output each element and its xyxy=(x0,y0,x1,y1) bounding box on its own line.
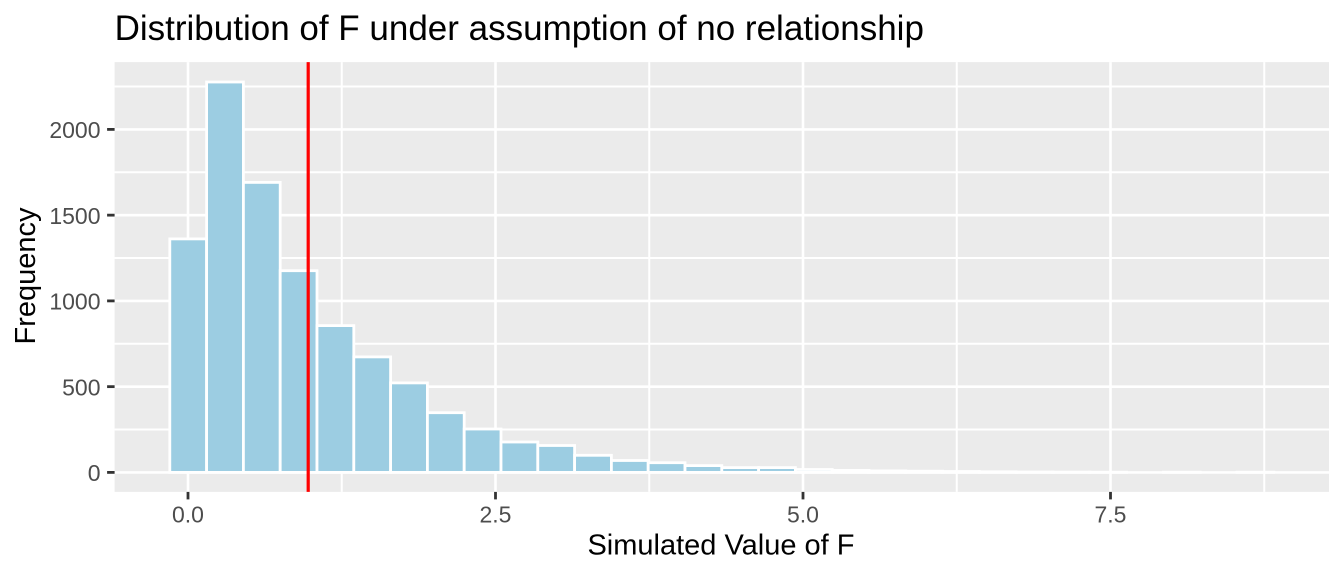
svg-text:1500: 1500 xyxy=(49,203,100,229)
svg-text:Distribution of F under assump: Distribution of F under assumption of no… xyxy=(115,9,924,48)
svg-text:0: 0 xyxy=(88,460,101,486)
svg-text:1000: 1000 xyxy=(49,289,100,315)
svg-text:Simulated Value of F: Simulated Value of F xyxy=(587,530,854,562)
svg-text:2.5: 2.5 xyxy=(480,502,512,528)
svg-text:7.5: 7.5 xyxy=(1095,502,1127,528)
svg-text:500: 500 xyxy=(62,374,100,400)
svg-text:2000: 2000 xyxy=(49,117,100,143)
svg-text:Frequency: Frequency xyxy=(10,207,42,345)
svg-text:0.0: 0.0 xyxy=(172,502,204,528)
svg-text:5.0: 5.0 xyxy=(787,502,819,528)
